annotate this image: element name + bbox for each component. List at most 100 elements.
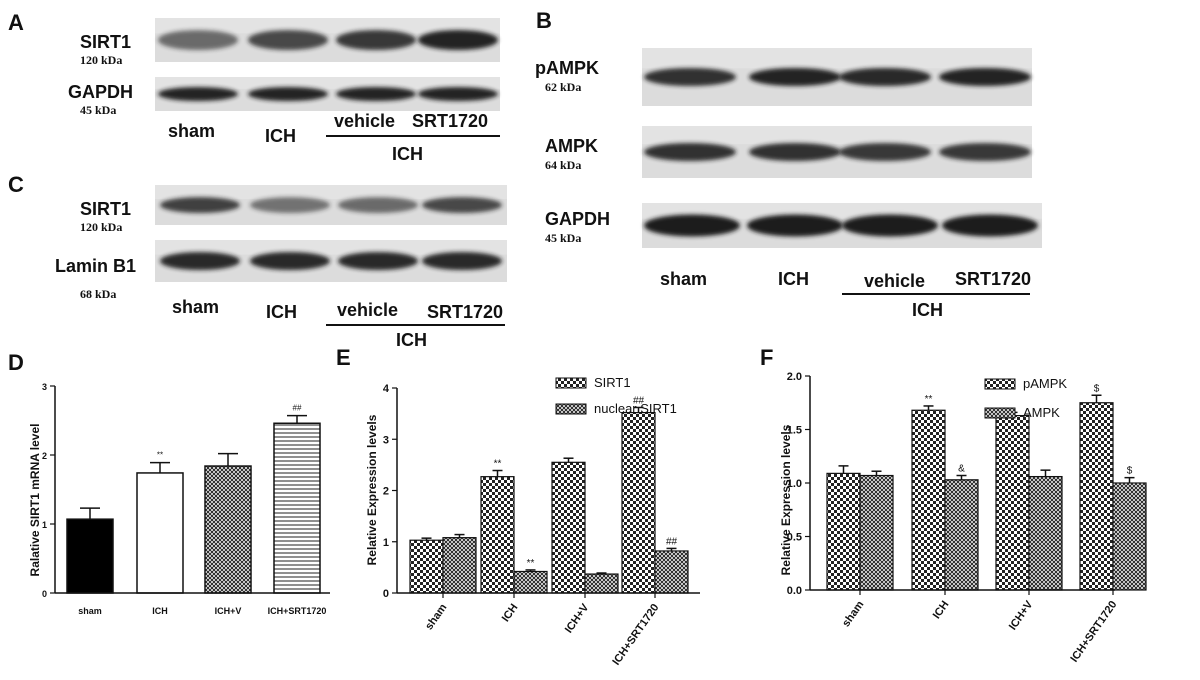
blot-b-row2-band-4 [939, 143, 1031, 161]
blot-a-row2-membrane-sheen [155, 77, 500, 89]
blot-b-row1-band-3 [839, 68, 931, 86]
chart-f-legend-swatch-1 [984, 378, 1016, 390]
blot-a-row1-kda: 120 kDa [80, 53, 122, 67]
panel-letter-e: E [336, 345, 351, 370]
chart-d-ylabel: Ralative SIRT1 mRNA level [28, 424, 42, 577]
chart-f-annotation-s2-4: $ [1127, 466, 1133, 477]
blot-b-row2-band-3 [839, 143, 931, 161]
blot-a-row2-band-2 [248, 87, 328, 101]
blot-c-row2-image [155, 240, 507, 282]
chart-f: Relative Expression levels 0.0 0.5 1.0 1.5 2… [779, 371, 1147, 665]
blot-a-row2-band-4 [418, 87, 498, 101]
chart-f-bar-pampk-3 [995, 414, 1030, 591]
chart-d-ytick-label: 0 [42, 589, 47, 599]
blot-b-row2-membrane-sheen [642, 126, 1032, 145]
blot-a-row1-band-2 [248, 30, 328, 50]
chart-e-ytick-label: 4 [383, 383, 390, 395]
chart-d-bar-sham [66, 518, 114, 594]
chart-f-ytick-label: 2.0 [787, 371, 802, 383]
blot-c-row2-band-1 [160, 252, 240, 270]
blot-c-row2-band-3 [338, 252, 418, 270]
chart-d-xtick-label: ICH [152, 606, 168, 616]
blot-c-row1-band-3 [338, 197, 418, 213]
panel-letter-d: D [8, 350, 24, 375]
blot-b-row1-band-4 [939, 68, 1031, 86]
chart-f-xtick-label: ICH+V [1007, 598, 1036, 632]
blot-a-lane-vehicle: vehicle [334, 111, 395, 131]
chart-e-legend-swatch-2 [555, 403, 587, 415]
panel-letter-f: F [760, 345, 773, 370]
blot-a-lane-sham: sham [168, 121, 215, 141]
blot-b-row1-band-1 [644, 68, 736, 86]
blot-a-row1-name: SIRT1 [80, 32, 131, 52]
blot-c-row1-band-4 [422, 197, 502, 213]
chart-e-xtick-label: ICH+SRT1720 [610, 602, 661, 668]
blot-b-row3-band-2 [747, 214, 843, 237]
panel-c: C SIRT1 120 kDa Lamin B1 68 kDa sham ICH… [8, 172, 507, 350]
chart-e-annotation-s2-4: ## [666, 536, 678, 547]
chart-d-bar-ich-srt1720 [273, 422, 321, 594]
chart-f-annotation-s1-4: $ [1094, 383, 1100, 394]
blot-c-row2-name: Lamin B1 [55, 256, 136, 276]
chart-f-ytick-label: 0.0 [787, 585, 802, 597]
chart-e-bar-nuclear-sirt1-2 [513, 570, 548, 594]
blot-b-row1-band-2 [749, 68, 841, 86]
blot-b-row3-kda: 45 kDa [545, 231, 581, 245]
blot-c-row2-band-4 [422, 252, 502, 270]
chart-f-annotation-s2-2: & [958, 464, 965, 475]
blot-b-row1-image [642, 48, 1032, 106]
chart-e-annotation-s1-2: ** [494, 459, 502, 470]
chart-e-ylabel: Relative Expression levels [365, 414, 379, 565]
chart-f-legend-label-2: AMPK [1023, 405, 1060, 420]
blot-c-lane-srt1720: SRT1720 [427, 302, 503, 322]
blot-b-row2-image [642, 126, 1032, 178]
blot-c-group-label: ICH [396, 330, 427, 350]
blot-b-lane-ich: ICH [778, 269, 809, 289]
blot-a-row1-image [155, 18, 500, 62]
blot-b-group-label: ICH [912, 300, 943, 320]
chart-e-ytick-label: 2 [383, 486, 389, 498]
blot-b-lane-srt1720: SRT1720 [955, 269, 1031, 289]
chart-d-ytick-label: 3 [42, 382, 47, 392]
blot-b-row2-band-1 [644, 143, 736, 161]
blot-b-row3-name: GAPDH [545, 209, 610, 229]
blot-c-lane-vehicle: vehicle [337, 300, 398, 320]
chart-f-bar-ampk-1 [859, 474, 894, 591]
blot-c-row1-name: SIRT1 [80, 199, 131, 219]
chart-f-legend-swatch-2 [984, 407, 1016, 419]
blot-c-row2-band-2 [250, 252, 330, 270]
chart-e-xtick-label: ICH+V [563, 601, 592, 635]
chart-f-ytick-label: 0.5 [787, 532, 802, 544]
chart-e-ytick-label: 0 [383, 588, 389, 600]
chart-e-legend-swatch-1 [555, 377, 587, 389]
blot-c-row1-band-2 [250, 197, 330, 213]
blot-b-lane-vehicle: vehicle [864, 271, 925, 291]
chart-e-ytick-label: 3 [383, 434, 389, 446]
blot-a-lane-srt1720: SRT1720 [412, 111, 488, 131]
chart-e-bar-nuclear-sirt1-1 [442, 537, 477, 594]
chart-d-xtick-label: ICH+V [215, 606, 242, 616]
blot-b-row3-band-1 [644, 214, 740, 237]
chart-e-ytick-label: 1 [383, 537, 389, 549]
chart-e-bar-nuclear-sirt1-4 [654, 550, 689, 594]
chart-e-legend-label-1: SIRT1 [594, 375, 631, 390]
blot-c-row1-kda: 120 kDa [80, 220, 122, 234]
blot-a-row1-band-3 [336, 30, 416, 50]
blot-a-row1-band-4 [418, 30, 498, 50]
chart-e-bar-sirt1-2 [480, 476, 515, 594]
chart-f-bar-ampk-2 [944, 479, 979, 591]
blot-a-row1-membrane-sheen [155, 18, 500, 34]
chart-e: Relative Expression levels 0 1 2 3 4 ** ## ** ##… [365, 375, 700, 668]
blot-a-row2-band-1 [158, 87, 238, 101]
blot-a-row1-band-1 [158, 30, 238, 50]
panel-letter-a: A [8, 10, 24, 35]
chart-d-annotation-4: ## [293, 404, 302, 413]
chart-e-annotation-s2-2: ** [527, 558, 535, 569]
chart-e-bar-sirt1-4 [621, 412, 656, 594]
blot-a-row2-name: GAPDH [68, 82, 133, 102]
blot-b-row2-kda: 64 kDa [545, 158, 581, 172]
chart-f-bar-pampk-4 [1079, 402, 1114, 591]
chart-f-ytick-label: 1.5 [787, 425, 802, 437]
chart-e-bar-sirt1-1 [409, 539, 444, 594]
blot-a-group-label: ICH [392, 144, 423, 164]
